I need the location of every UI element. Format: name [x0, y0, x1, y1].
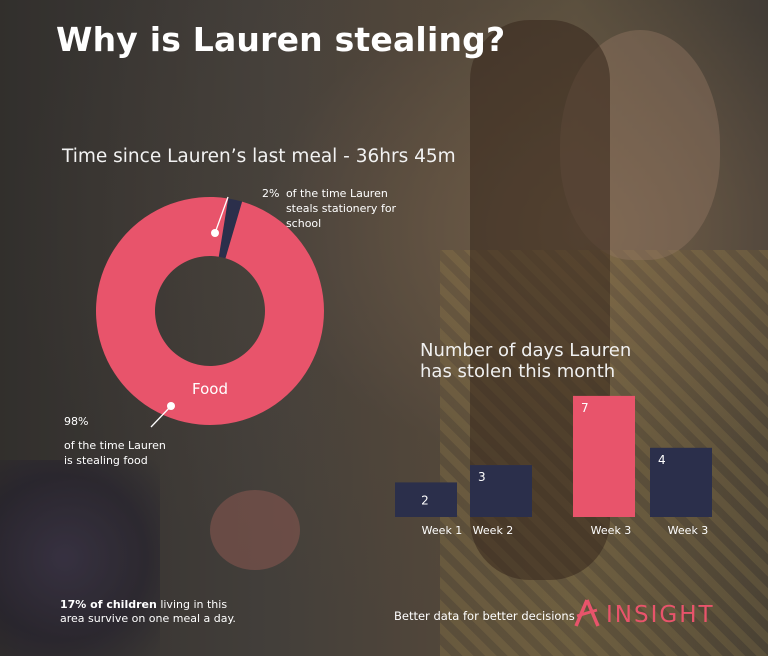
- stationery-percent: 2%: [262, 187, 280, 200]
- footnote-line2: area survive on one meal a day.: [60, 612, 236, 625]
- footnote: 17% of children living in this area surv…: [60, 598, 236, 626]
- food-leader-dot: [167, 402, 175, 410]
- donut-slice-food: [96, 197, 325, 425]
- insight-logo: INSIGHT: [574, 598, 715, 632]
- stationery-leader-dot: [211, 229, 219, 237]
- donut-chart: Food: [95, 193, 325, 433]
- bar-chart: 2 Week 1 3 Week 2 7 Week 3 4 Week 3: [385, 385, 725, 550]
- bar-chart-title: Number of days Lauren has stolen this mo…: [420, 340, 632, 382]
- bar-chart-svg: 2 Week 1 3 Week 2 7 Week 3 4 Week 3: [395, 395, 712, 537]
- stationery-text: of the time Lauren steals stationery for…: [285, 187, 397, 230]
- bar-4: [650, 447, 712, 517]
- bar-value-label-1: 2: [421, 494, 429, 508]
- insight-a-logo-icon: [574, 598, 600, 632]
- stationery-callout: 2% of the time Lauren steals stationery …: [262, 186, 416, 231]
- page-title: Why is Lauren stealing?: [56, 20, 506, 59]
- donut-chart-title: Time since Lauren’s last meal - 36hrs 45…: [62, 146, 456, 167]
- bar-category-label-4: Week 3: [668, 524, 709, 537]
- donut-inner-label: Food: [192, 380, 228, 398]
- bar-3: [573, 395, 635, 517]
- footnote-line1: living in this: [156, 598, 228, 611]
- bar-2: [470, 465, 532, 517]
- bar-category-label-3: Week 3: [591, 524, 632, 537]
- bar-value-label-3: 7: [581, 401, 589, 415]
- food-callout: 98% of the time Lauren is stealing food: [64, 414, 174, 468]
- food-percent: 98%: [64, 415, 89, 428]
- food-leader-line: [150, 405, 172, 428]
- food-text: of the time Lauren is stealing food: [64, 439, 166, 467]
- donut-chart-svg: Food: [96, 196, 325, 428]
- bar-1: [395, 482, 457, 517]
- stationery-leader-line: [214, 196, 229, 234]
- bar-category-label-2: Week 2: [473, 524, 514, 537]
- tagline: Better data for better decisions: [394, 609, 575, 623]
- bar-value-label-4: 4: [658, 453, 666, 467]
- footnote-bold: 17% of children: [60, 598, 157, 611]
- donut-slice-stationery: [218, 198, 243, 259]
- insight-logo-text: INSIGHT: [606, 602, 715, 628]
- bar-category-label-1: Week 1: [422, 524, 463, 537]
- bar-value-label-2: 3: [478, 470, 486, 484]
